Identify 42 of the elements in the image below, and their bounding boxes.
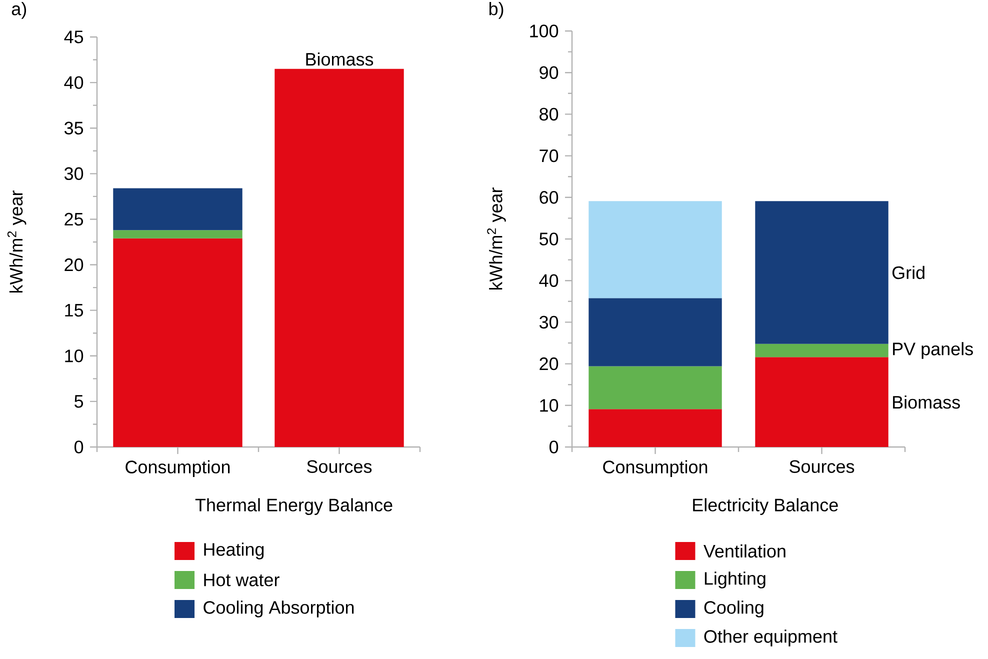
y-tick-label: 80 bbox=[540, 108, 558, 121]
chart-title: a) bbox=[12, 2, 26, 19]
y-tick-label: 45 bbox=[64, 30, 84, 44]
x-tick-label: Consumption bbox=[126, 460, 230, 477]
chart-title: b) bbox=[489, 2, 504, 19]
y-tick-label: 0 bbox=[550, 440, 558, 454]
y-tick-label: 35 bbox=[64, 122, 84, 134]
series-label: Biomass bbox=[893, 395, 960, 409]
y-tick-label: 70 bbox=[540, 149, 558, 162]
y-tick-label: 50 bbox=[540, 232, 558, 246]
legend-label: Hot water bbox=[204, 574, 280, 586]
legend-label: Cooling bbox=[704, 600, 764, 618]
y-tick-label: 30 bbox=[64, 167, 84, 180]
y-axis-title: kWh/m$^{2}$ year bbox=[7, 190, 26, 293]
y-tick-label: 40 bbox=[64, 76, 84, 89]
y-tick-label: 25 bbox=[64, 212, 84, 226]
x-axis-title: Thermal Energy Balance bbox=[195, 498, 392, 515]
x-tick-label: Sources bbox=[790, 460, 854, 473]
x-tick-label: Consumption bbox=[603, 460, 708, 477]
y-axis-title: kWh/m$^{2}$ year bbox=[487, 188, 506, 290]
series-label: PV panels bbox=[893, 342, 973, 359]
x-tick-label: Sources bbox=[307, 460, 372, 473]
y-tick-label: 5 bbox=[74, 395, 84, 408]
legend-label: Ventilation bbox=[704, 544, 786, 558]
y-tick-label: 20 bbox=[540, 357, 558, 370]
y-tick-label: 10 bbox=[540, 399, 558, 412]
y-tick-label: 30 bbox=[539, 316, 558, 329]
y-tick-label: 90 bbox=[540, 66, 558, 79]
legend-label: Heating bbox=[204, 542, 264, 560]
y-tick-label: 0 bbox=[74, 440, 84, 454]
x-axis-title: Electricity Balance bbox=[693, 498, 838, 515]
series-label: Grid bbox=[892, 266, 924, 280]
y-tick-label: 15 bbox=[65, 304, 84, 317]
y-tick-label: 20 bbox=[64, 258, 84, 272]
legend-label: Other equipment bbox=[704, 630, 838, 646]
y-tick-label: 60 bbox=[540, 191, 558, 204]
y-tick-label: 10 bbox=[65, 350, 84, 362]
series-label: Biomass bbox=[306, 52, 374, 66]
legend-label: Cooling Absorption bbox=[204, 600, 354, 618]
y-tick-label: 40 bbox=[539, 274, 558, 287]
y-tick-label: 100 bbox=[530, 24, 558, 38]
legend-label: Lighting bbox=[704, 572, 766, 588]
